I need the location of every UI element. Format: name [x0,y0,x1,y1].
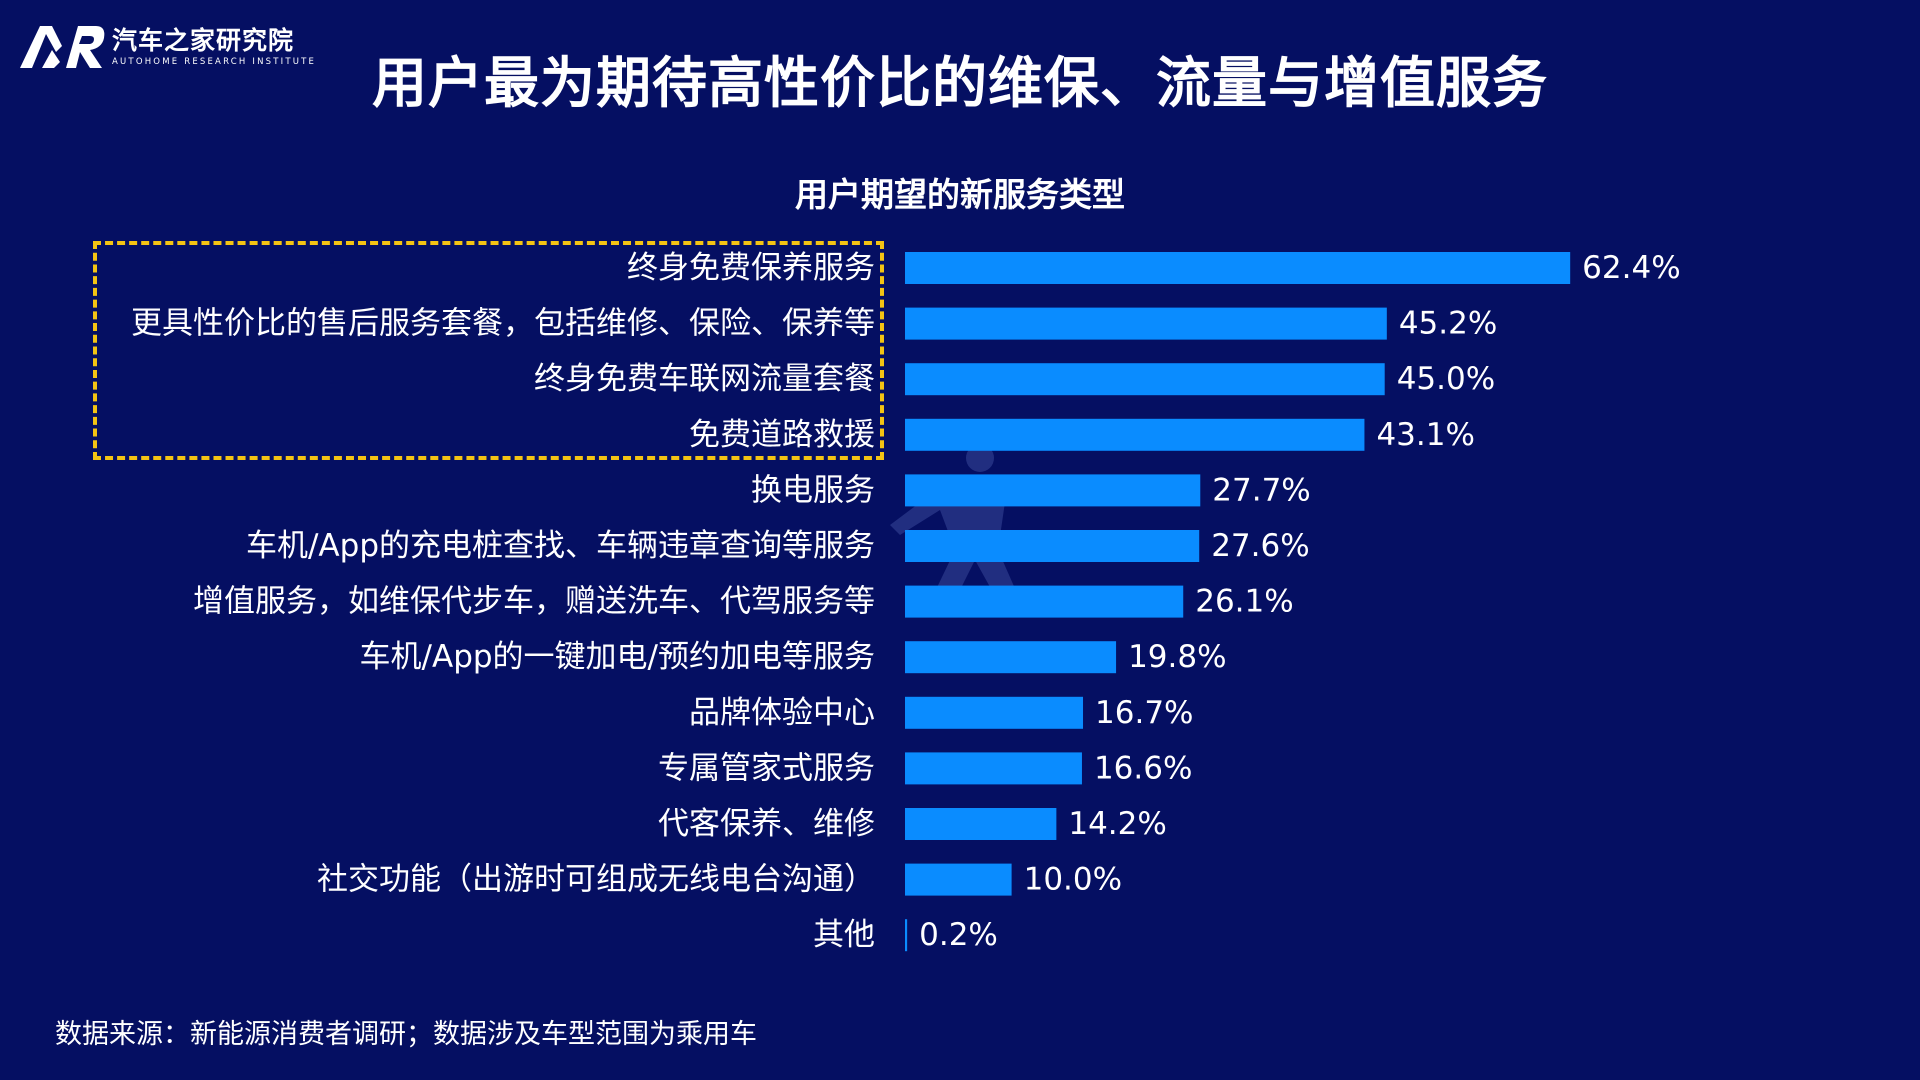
category-label: 车机/App的充电桩查找、车辆违章查询等服务 [246,528,875,564]
bar [905,585,1184,618]
category-label: 终身免费保养服务 [627,250,875,286]
category-label: 专属管家式服务 [658,750,875,786]
bar [905,919,908,952]
value-label: 27.6% [1211,528,1309,564]
category-label: 代客保养、维修 [658,806,875,842]
value-label: 45.2% [1399,306,1497,342]
bar [905,696,1084,729]
bar [905,863,1012,896]
value-label: 16.6% [1094,750,1192,786]
bar [905,641,1117,674]
data-source-note: 数据来源：新能源消费者调研；数据涉及车型范围为乘用车 [55,1019,757,1050]
bar [905,307,1387,340]
logo: 汽车之家研究院 AUTOHOME RESEARCH INSTITUTE [18,22,316,72]
bar [905,252,1571,284]
page-title: 用户最为期待高性价比的维保、流量与增值服务 [371,51,1548,115]
category-label: 终身免费车联网流量套餐 [534,361,875,397]
chart-title: 用户期望的新服务类型 [795,175,1125,214]
value-label: 19.8% [1128,639,1226,675]
category-label: 换电服务 [751,472,875,508]
category-label: 品牌体验中心 [689,695,875,731]
category-label: 更具性价比的售后服务套餐，包括维修、保险、保养等 [131,306,875,342]
bar-chart: 终身免费保养服务 62.4% 更具性价比的售后服务套餐，包括维修、保险、保养等 45.… [131,250,1681,953]
bar [905,363,1385,396]
value-label: 62.4% [1582,250,1680,286]
value-label: 0.2% [919,917,998,953]
bar [905,752,1082,785]
bar [905,474,1201,507]
org-name-en: AUTOHOME RESEARCH INSTITUTE [112,57,317,67]
category-label: 社交功能（出游时可组成无线电台沟通） [317,862,875,898]
value-label: 43.1% [1376,417,1474,453]
value-label: 45.0% [1397,361,1495,397]
category-label: 车机/App的一键加电/预约加电等服务 [360,639,875,675]
value-label: 10.0% [1024,862,1122,898]
bar [905,418,1365,451]
value-label: 14.2% [1068,806,1166,842]
value-label: 27.7% [1212,472,1310,508]
autohome-logo-icon [20,26,105,68]
category-label: 增值服务，如维保代步车，赠送洗车、代驾服务等 [193,584,875,620]
category-label: 免费道路救援 [689,417,875,453]
value-label: 26.1% [1195,584,1293,620]
bar [905,808,1057,840]
category-label: 其他 [813,917,875,953]
bar [905,530,1200,562]
highlight-box [93,241,884,460]
value-label: 16.7% [1095,695,1193,731]
org-name-cn: 汽车之家研究院 [112,26,295,55]
